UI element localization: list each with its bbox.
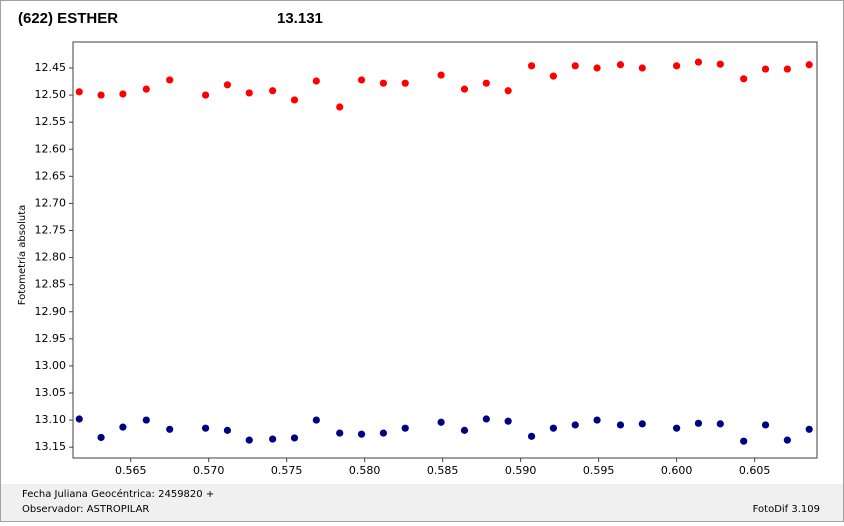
- footer-text: Observador: ASTROPILAR: [22, 504, 149, 515]
- data-point: [783, 436, 791, 444]
- data-point: [460, 85, 469, 93]
- data-point: [504, 87, 512, 95]
- data-point: [119, 423, 127, 431]
- data-point: [549, 424, 558, 432]
- data-point: [245, 436, 253, 444]
- data-point: [571, 62, 579, 70]
- data-point: [761, 421, 770, 429]
- data-point: [223, 81, 232, 89]
- data-point: [437, 418, 445, 426]
- y-tick-label: 12.45: [35, 61, 67, 74]
- data-point: [694, 58, 703, 66]
- data-point: [527, 62, 536, 70]
- data-point: [290, 96, 299, 104]
- data-point: [638, 64, 646, 72]
- data-point: [97, 433, 105, 442]
- x-tick-label: 0.585: [427, 464, 459, 477]
- data-point: [312, 416, 320, 424]
- y-axis-label: Fotometría absoluta: [16, 205, 28, 306]
- data-point: [166, 425, 174, 433]
- data-point: [379, 429, 387, 437]
- data-point: [593, 416, 601, 424]
- data-point: [357, 430, 366, 438]
- data-point: [783, 65, 791, 73]
- data-point: [437, 71, 445, 79]
- data-point: [482, 415, 490, 423]
- footer-text: Fecha Juliana Geocéntrica: 2459820 +: [22, 488, 214, 500]
- data-point: [616, 421, 625, 429]
- y-tick-label: 12.85: [35, 278, 67, 291]
- y-tick-label: 13.00: [35, 359, 67, 372]
- data-point: [740, 75, 748, 83]
- data-point: [401, 79, 409, 87]
- x-tick-label: 0.605: [739, 464, 771, 477]
- data-point: [269, 87, 277, 95]
- data-point: [761, 65, 770, 73]
- data-point: [716, 60, 724, 68]
- data-point: [379, 79, 387, 87]
- data-point: [75, 415, 83, 423]
- data-point: [673, 62, 681, 70]
- x-tick-label: 0.590: [505, 464, 537, 477]
- x-tick-label: 0.575: [271, 464, 303, 477]
- data-point: [357, 76, 366, 84]
- y-tick-label: 12.70: [35, 196, 67, 209]
- data-point: [312, 77, 320, 85]
- data-point: [805, 61, 813, 69]
- data-point: [740, 437, 748, 445]
- y-tick-label: 12.90: [35, 305, 67, 318]
- data-point: [638, 420, 646, 428]
- data-point: [616, 61, 625, 69]
- data-point: [716, 420, 724, 428]
- data-point: [245, 89, 253, 97]
- data-point: [504, 417, 512, 425]
- y-tick-label: 12.55: [35, 115, 67, 128]
- data-point: [401, 424, 409, 432]
- data-point: [482, 79, 490, 87]
- y-tick-label: 12.65: [35, 169, 67, 182]
- data-point: [336, 103, 344, 111]
- data-point: [694, 419, 703, 427]
- data-point: [336, 429, 344, 437]
- x-tick-label: 0.565: [115, 464, 147, 477]
- y-tick-label: 12.60: [35, 142, 67, 155]
- data-point: [223, 426, 232, 434]
- y-tick-label: 13.10: [35, 413, 67, 426]
- data-point: [571, 421, 579, 429]
- data-point: [142, 416, 150, 424]
- chart-subtitle: 13.131: [277, 10, 323, 27]
- x-tick-label: 0.595: [583, 464, 615, 477]
- y-tick-label: 12.95: [35, 332, 67, 345]
- data-point: [201, 424, 210, 432]
- y-tick-label: 12.50: [35, 88, 67, 101]
- data-point: [460, 426, 469, 434]
- plot-area: [72, 41, 818, 459]
- y-tick-label: 12.75: [35, 224, 67, 237]
- x-tick-label: 0.570: [193, 464, 225, 477]
- data-point: [119, 90, 127, 98]
- footer-text: FotoDif 3.109: [753, 504, 820, 515]
- y-tick-label: 12.80: [35, 251, 67, 264]
- x-tick-label: 0.580: [349, 464, 381, 477]
- data-point: [527, 432, 536, 440]
- y-tick-label: 13.15: [35, 440, 67, 453]
- data-point: [549, 72, 558, 80]
- data-point: [805, 425, 813, 433]
- data-point: [166, 76, 174, 84]
- data-point: [290, 434, 299, 442]
- data-point: [593, 64, 601, 72]
- data-point: [269, 435, 277, 443]
- data-point: [673, 424, 681, 432]
- x-tick-label: 0.600: [661, 464, 693, 477]
- footer-panel: [1, 484, 843, 521]
- chart-title: (622) ESTHER: [18, 10, 118, 27]
- data-point: [97, 91, 105, 99]
- y-tick-label: 13.05: [35, 386, 67, 399]
- data-point: [201, 91, 210, 99]
- data-point: [75, 88, 83, 96]
- data-point: [142, 85, 150, 93]
